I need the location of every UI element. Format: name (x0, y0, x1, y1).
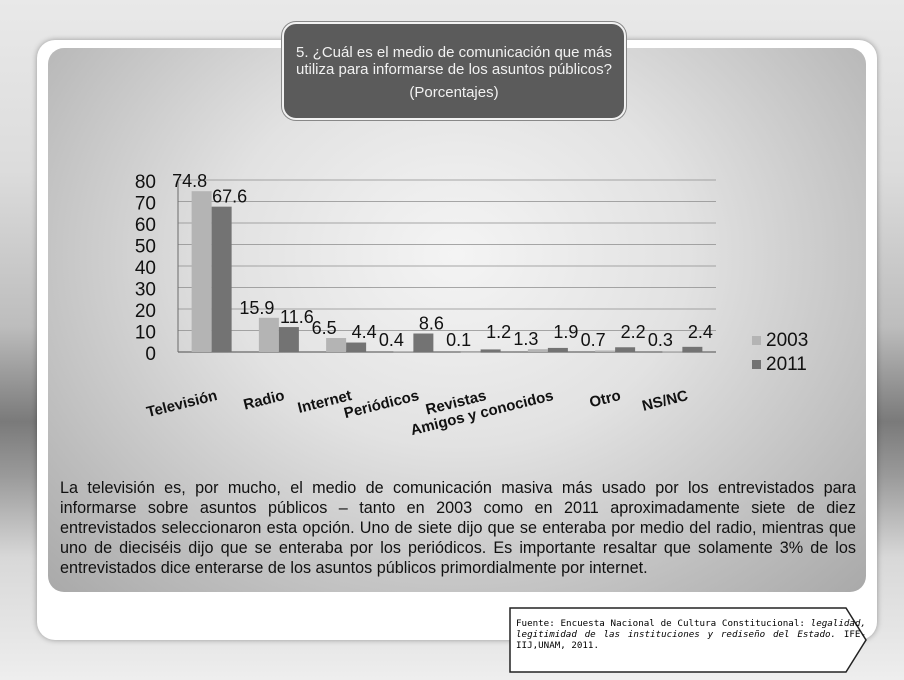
bar-2003 (595, 350, 616, 352)
bar-2011 (480, 349, 501, 352)
y-tick-label: 60 (135, 215, 156, 236)
bar-2003 (191, 191, 212, 352)
y-tick-label: 40 (135, 258, 156, 279)
bar-2003 (460, 351, 481, 353)
bar-2011 (682, 346, 703, 352)
data-label-2003: 0.7 (581, 330, 606, 350)
x-tick-label: Otro (588, 387, 623, 411)
bar-2011 (346, 342, 367, 352)
bar-2011 (413, 333, 434, 352)
data-label-2003: 1.3 (513, 329, 538, 349)
data-label-2003: 0.4 (379, 330, 404, 350)
data-label-2011: 11.6 (280, 307, 314, 327)
source-prefix: Fuente: Encuesta Nacional de Cultura Con… (516, 618, 811, 629)
bar-2011 (615, 347, 636, 352)
legend-label-2003: 2003 (766, 330, 808, 351)
data-label-2003: 74.8 (172, 171, 207, 191)
bar-2003 (326, 338, 347, 352)
y-tick-label: 10 (135, 323, 156, 344)
chart-title: 5. ¿Cuál es el medio de comunicación que… (295, 44, 612, 78)
data-label-2011: 1.2 (486, 322, 511, 342)
bar-2003 (662, 351, 683, 353)
chart-subtitle: (Porcentajes) (409, 84, 499, 101)
description-paragraph: La televisión es, por mucho, el medio de… (60, 479, 856, 577)
data-label-2003: 6.5 (312, 318, 337, 338)
source-title: legalidad, legitimidad de las institucio… (516, 618, 866, 640)
y-tick-label: 70 (135, 194, 156, 215)
x-tick-label: NS/NC (640, 387, 690, 415)
data-label-2011: 67.6 (212, 187, 247, 207)
bar-2003 (258, 317, 279, 352)
y-tick-label: 20 (135, 301, 156, 322)
data-label-2011: 4.4 (352, 322, 377, 342)
legend-swatch-2011 (752, 360, 761, 369)
bar-2011 (211, 206, 232, 352)
legend-label-2011: 2011 (766, 354, 807, 375)
data-label-2011: 1.9 (553, 322, 578, 342)
content-panel (48, 48, 866, 592)
data-label-2011: 2.4 (688, 322, 713, 342)
x-tick-label: Periódicos (342, 387, 421, 422)
source-note: Fuente: Encuesta Nacional de Cultura Con… (508, 606, 868, 674)
bar-2003 (393, 351, 414, 353)
y-tick-label: 50 (135, 237, 156, 258)
bar-2011 (547, 347, 568, 352)
y-tick-label: 80 (135, 172, 156, 193)
source-text: Fuente: Encuesta Nacional de Cultura Con… (516, 618, 866, 651)
data-label-2003: 0.1 (446, 330, 471, 350)
bar-2011 (278, 327, 299, 352)
source-suffix: IFE-IIJ,UNAM, 2011. (516, 629, 866, 651)
y-tick-label: 0 (145, 344, 156, 365)
data-label-2011: 2.2 (621, 322, 646, 342)
y-tick-label: 30 (135, 280, 156, 301)
chart-title-box: 5. ¿Cuál es el medio de comunicación que… (282, 22, 626, 120)
x-tick-label: Televisión (145, 387, 219, 421)
data-label-2003: 15.9 (239, 298, 274, 318)
x-tick-label: Radio (242, 387, 287, 414)
source-note-shape (509, 607, 867, 673)
data-label-2003: 0.3 (648, 330, 673, 350)
legend-swatch-2003 (752, 336, 761, 345)
data-label-2011: 8.6 (419, 314, 444, 334)
bar-2003 (527, 349, 548, 352)
